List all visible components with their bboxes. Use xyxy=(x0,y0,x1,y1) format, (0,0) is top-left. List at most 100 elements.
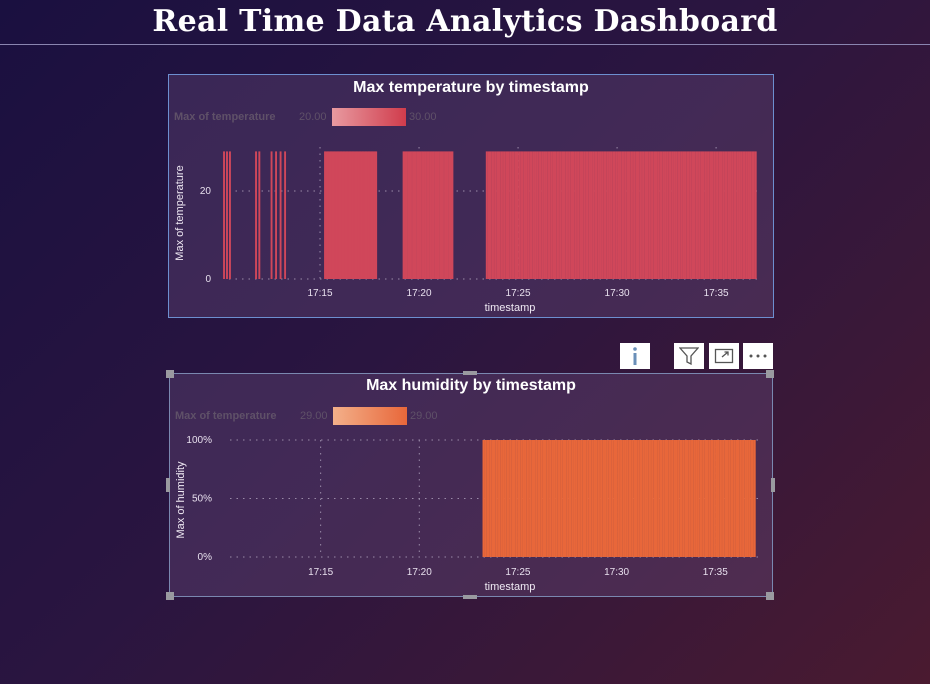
bar[interactable] xyxy=(702,440,705,557)
bar[interactable] xyxy=(599,151,602,279)
bar[interactable] xyxy=(432,151,435,279)
bar[interactable] xyxy=(508,440,510,557)
bar[interactable] xyxy=(518,440,521,557)
bar[interactable] xyxy=(684,440,687,557)
bar[interactable] xyxy=(668,440,671,557)
bar[interactable] xyxy=(350,151,353,279)
bar[interactable] xyxy=(527,151,530,279)
bar[interactable] xyxy=(364,151,367,279)
bar[interactable] xyxy=(626,151,629,279)
bar[interactable] xyxy=(491,151,494,279)
bar[interactable] xyxy=(651,151,654,279)
bar[interactable] xyxy=(516,151,519,279)
bar[interactable] xyxy=(326,151,329,279)
bar[interactable] xyxy=(730,440,733,557)
bar[interactable] xyxy=(699,440,702,557)
bar[interactable] xyxy=(534,151,537,279)
bar[interactable] xyxy=(507,151,510,279)
bar[interactable] xyxy=(279,151,282,279)
bar[interactable] xyxy=(704,151,707,279)
bar[interactable] xyxy=(503,151,506,279)
bar[interactable] xyxy=(366,151,369,279)
bar[interactable] xyxy=(502,440,505,557)
bar[interactable] xyxy=(628,151,631,279)
bar[interactable] xyxy=(509,440,512,557)
bar[interactable] xyxy=(543,151,546,279)
bar[interactable] xyxy=(353,151,356,279)
bar[interactable] xyxy=(582,440,585,557)
bar[interactable] xyxy=(644,440,647,557)
bar[interactable] xyxy=(591,440,594,557)
bar[interactable] xyxy=(666,440,669,557)
bar[interactable] xyxy=(568,440,570,557)
bar[interactable] xyxy=(416,151,418,279)
bar[interactable] xyxy=(518,151,521,279)
bar[interactable] xyxy=(657,151,660,279)
bar[interactable] xyxy=(742,151,745,279)
bar[interactable] xyxy=(695,151,698,279)
bar[interactable] xyxy=(489,440,492,557)
bar[interactable] xyxy=(424,151,427,279)
bar[interactable] xyxy=(711,151,714,279)
bar[interactable] xyxy=(734,151,737,279)
bar[interactable] xyxy=(566,440,569,557)
bar[interactable] xyxy=(405,151,408,279)
bar[interactable] xyxy=(407,151,410,279)
bar[interactable] xyxy=(642,151,645,279)
bar[interactable] xyxy=(662,151,665,279)
bar[interactable] xyxy=(547,151,550,279)
bar[interactable] xyxy=(367,151,370,279)
bar[interactable] xyxy=(736,151,739,279)
resize-handle-top[interactable] xyxy=(463,371,477,375)
bar[interactable] xyxy=(443,151,445,279)
bar[interactable] xyxy=(356,151,359,279)
bar[interactable] xyxy=(550,151,553,279)
bar[interactable] xyxy=(602,440,605,557)
bar[interactable] xyxy=(650,151,652,279)
bar[interactable] xyxy=(579,440,581,557)
bar[interactable] xyxy=(725,151,728,279)
bar[interactable] xyxy=(657,440,660,557)
bar[interactable] xyxy=(717,440,720,557)
bar[interactable] xyxy=(577,440,580,557)
bar[interactable] xyxy=(568,151,571,279)
bar[interactable] xyxy=(486,440,489,557)
bar[interactable] xyxy=(739,440,742,557)
bar[interactable] xyxy=(715,151,717,279)
bar[interactable] xyxy=(332,151,335,279)
bar[interactable] xyxy=(570,151,573,279)
bar[interactable] xyxy=(689,151,692,279)
bar[interactable] xyxy=(588,440,591,557)
bar[interactable] xyxy=(639,151,642,279)
bar[interactable] xyxy=(626,440,629,557)
more-options-icon[interactable] xyxy=(743,343,773,369)
resize-handle-top-right[interactable] xyxy=(766,370,774,378)
bar[interactable] xyxy=(548,440,550,557)
bar[interactable] xyxy=(635,440,638,557)
bar[interactable] xyxy=(604,440,607,557)
bar[interactable] xyxy=(742,440,745,557)
bar[interactable] xyxy=(624,151,627,279)
bar[interactable] xyxy=(341,151,344,279)
bar[interactable] xyxy=(493,440,496,557)
bar[interactable] xyxy=(721,440,723,557)
bar[interactable] xyxy=(412,151,415,279)
bar[interactable] xyxy=(426,151,429,279)
bar[interactable] xyxy=(561,151,564,279)
bar[interactable] xyxy=(606,440,609,557)
bar[interactable] xyxy=(589,440,592,557)
bar[interactable] xyxy=(344,151,347,279)
bar[interactable] xyxy=(533,440,536,557)
bar[interactable] xyxy=(579,151,582,279)
bar[interactable] xyxy=(511,440,514,557)
bar[interactable] xyxy=(655,151,658,279)
bar[interactable] xyxy=(675,440,678,557)
bar[interactable] xyxy=(706,440,709,557)
bar[interactable] xyxy=(586,440,589,557)
bar[interactable] xyxy=(628,440,631,557)
bar[interactable] xyxy=(597,151,600,279)
bar[interactable] xyxy=(563,151,566,279)
bar[interactable] xyxy=(608,151,611,279)
bar[interactable] xyxy=(743,151,746,279)
bar[interactable] xyxy=(731,151,734,279)
